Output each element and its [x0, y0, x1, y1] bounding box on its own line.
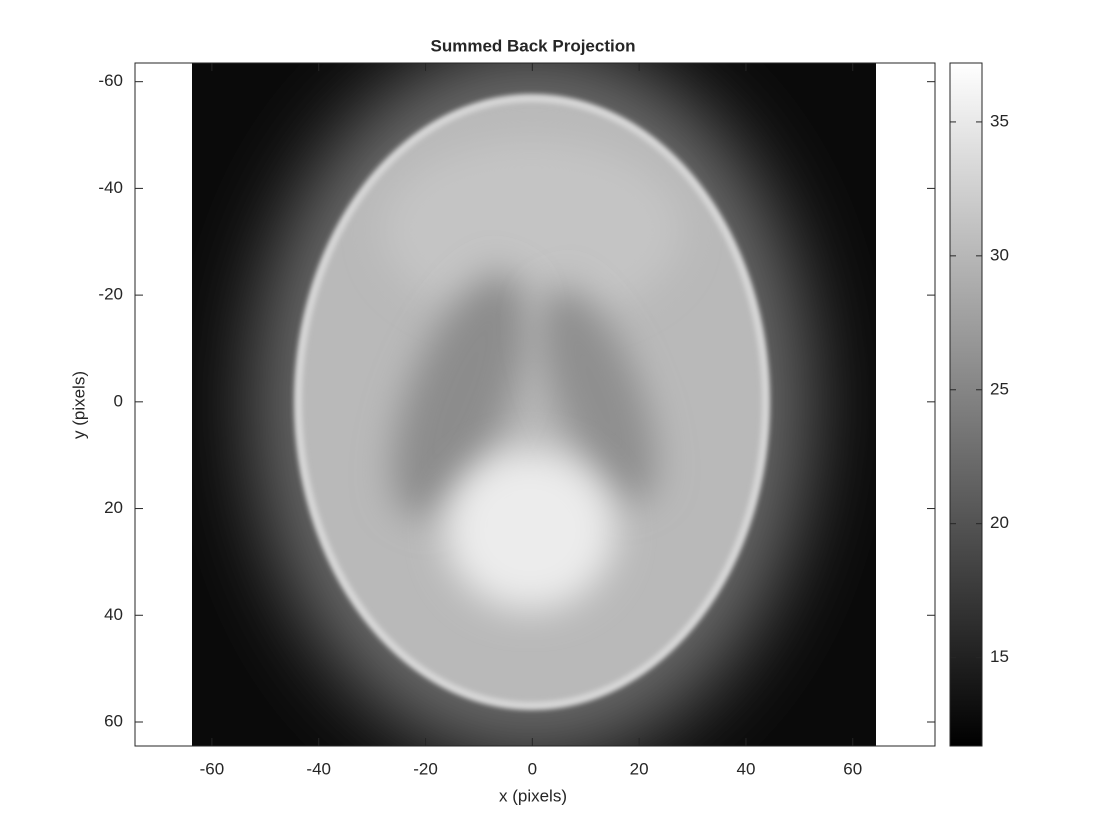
y-tick-label: -40	[98, 178, 123, 197]
y-axis-label: y (pixels)	[69, 371, 88, 439]
chart-title: Summed Back Projection	[430, 36, 635, 55]
colorbar-tick-label: 20	[990, 513, 1009, 532]
colorbar	[949, 62, 983, 747]
upper-region	[382, 140, 682, 320]
x-tick-label: -40	[306, 759, 331, 778]
y-tick-label: -60	[98, 71, 123, 90]
colorbar-tick-label: 25	[990, 379, 1009, 398]
left-lobe	[392, 273, 528, 517]
right-lobe	[539, 287, 657, 503]
bright-region	[445, 450, 615, 610]
x-tick-label: 0	[528, 759, 537, 778]
y-tick-label: 20	[104, 498, 123, 517]
x-tick-label: -60	[200, 759, 225, 778]
y-tick-label: 60	[104, 711, 123, 730]
colorbar-tick-label: 30	[990, 245, 1009, 264]
skull-ring	[295, 95, 769, 709]
x-tick-label: 20	[630, 759, 649, 778]
colorbar-tick-label: 35	[990, 111, 1009, 130]
x-tick-label: 60	[843, 759, 862, 778]
x-tick-label: -20	[413, 759, 438, 778]
y-tick-label: 0	[114, 391, 123, 410]
y-tick-label: 40	[104, 605, 123, 624]
image	[192, 63, 876, 746]
y-tick-label: -20	[98, 285, 123, 304]
x-axis-label: x (pixels)	[499, 786, 567, 805]
axes-box	[134, 62, 936, 747]
x-tick-label: 40	[736, 759, 755, 778]
colorbar-tick-label: 15	[990, 647, 1009, 666]
